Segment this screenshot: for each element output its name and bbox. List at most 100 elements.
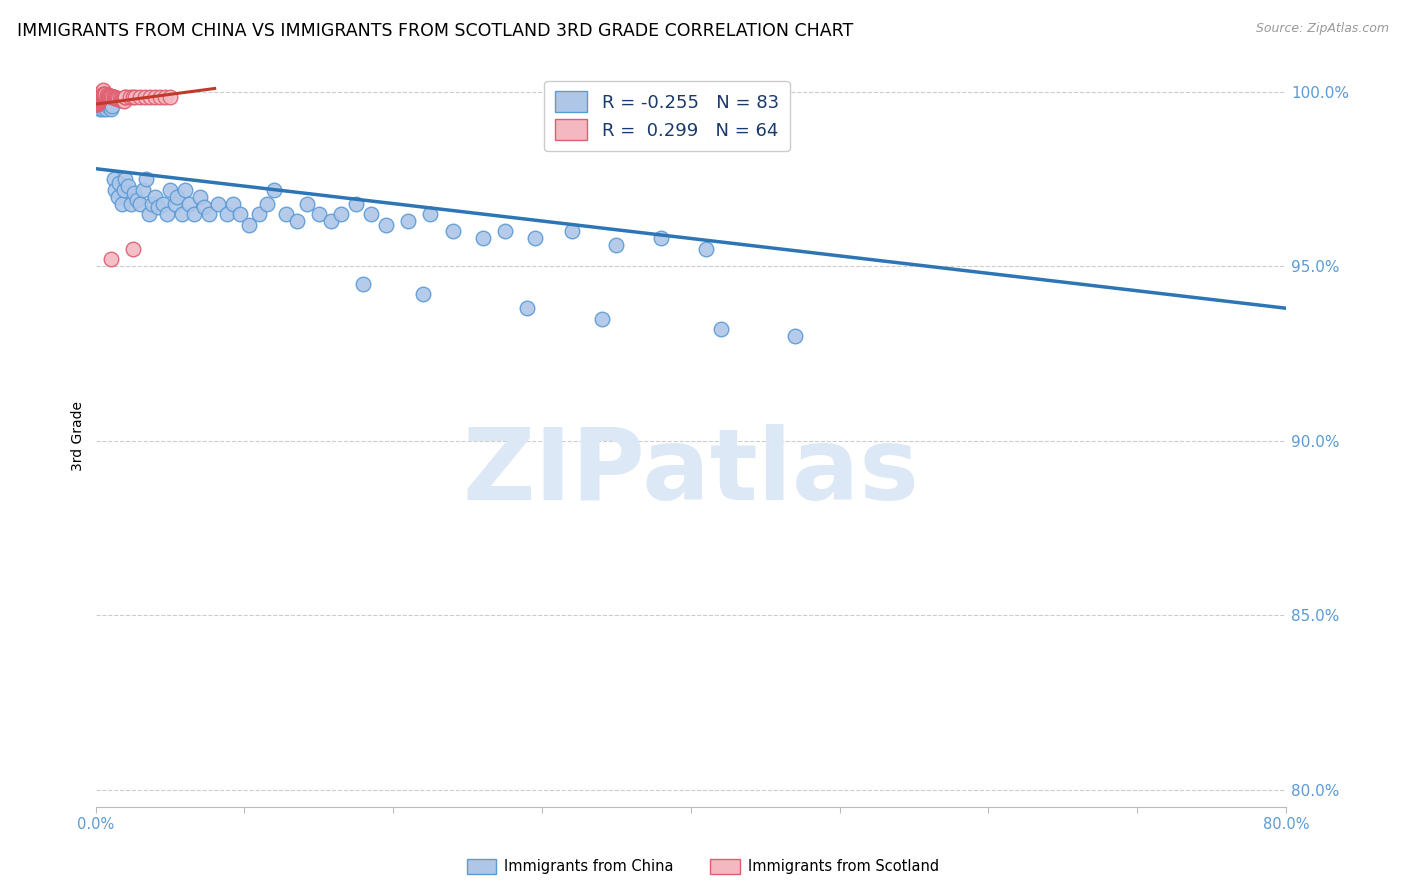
Point — [783, 329, 806, 343]
Point — [174, 183, 197, 197]
Point — [91, 86, 114, 100]
Point — [87, 95, 110, 109]
Point — [149, 90, 172, 104]
Point — [215, 207, 238, 221]
Point — [90, 89, 112, 103]
Point — [111, 196, 134, 211]
Point — [89, 88, 111, 103]
Point — [97, 88, 120, 103]
Text: Source: ZipAtlas.com: Source: ZipAtlas.com — [1256, 22, 1389, 36]
Point — [159, 183, 181, 197]
Point — [114, 172, 136, 186]
Point — [183, 207, 205, 221]
Point — [152, 196, 174, 211]
Point — [90, 87, 112, 102]
Point — [238, 218, 260, 232]
Point — [91, 103, 114, 117]
Point — [197, 207, 219, 221]
Point — [89, 90, 111, 104]
Point — [650, 231, 672, 245]
Point — [263, 183, 285, 197]
Point — [103, 90, 125, 104]
Point — [98, 88, 121, 103]
Point — [98, 89, 121, 103]
Point — [93, 87, 115, 101]
Point — [86, 96, 108, 111]
Point — [89, 89, 111, 103]
Point — [146, 200, 169, 214]
Point — [1305, 88, 1327, 103]
Point — [86, 96, 108, 111]
Point — [360, 207, 382, 221]
Point — [90, 99, 112, 113]
Point — [591, 311, 613, 326]
Point — [166, 189, 188, 203]
Point — [112, 94, 135, 108]
Point — [105, 91, 128, 105]
Point — [353, 277, 375, 291]
Point — [105, 91, 128, 105]
Point — [112, 93, 135, 107]
Point — [91, 85, 114, 99]
Point — [114, 90, 136, 104]
Point — [89, 103, 111, 117]
Point — [93, 92, 115, 106]
Point — [124, 90, 146, 104]
Point — [111, 93, 134, 107]
Point — [117, 179, 139, 194]
Point — [295, 196, 318, 211]
Point — [516, 301, 538, 316]
Point — [91, 83, 114, 97]
Point — [103, 90, 125, 104]
Point — [139, 90, 162, 104]
Point — [87, 95, 110, 109]
Point — [96, 87, 118, 102]
Point — [87, 95, 110, 110]
Point — [107, 92, 129, 106]
Point — [121, 90, 143, 104]
Point — [94, 103, 117, 117]
Point — [87, 93, 110, 107]
Point — [120, 90, 142, 104]
Point — [124, 186, 146, 200]
Point — [93, 99, 115, 113]
Point — [100, 95, 122, 110]
Point — [412, 287, 434, 301]
Point — [91, 85, 114, 99]
Point — [112, 183, 135, 197]
Point — [396, 214, 419, 228]
Point — [153, 90, 176, 104]
Legend: Immigrants from China, Immigrants from Scotland: Immigrants from China, Immigrants from S… — [461, 853, 945, 880]
Point — [523, 231, 546, 245]
Point — [330, 207, 353, 221]
Point — [86, 97, 108, 112]
Text: IMMIGRANTS FROM CHINA VS IMMIGRANTS FROM SCOTLAND 3RD GRADE CORRELATION CHART: IMMIGRANTS FROM CHINA VS IMMIGRANTS FROM… — [17, 22, 853, 40]
Point — [97, 99, 120, 113]
Point — [605, 238, 627, 252]
Point — [129, 196, 152, 211]
Point — [188, 189, 211, 203]
Point — [374, 218, 396, 232]
Point — [87, 93, 110, 107]
Point — [132, 183, 155, 197]
Point — [90, 88, 112, 103]
Point — [229, 207, 252, 221]
Point — [107, 189, 129, 203]
Point — [695, 242, 717, 256]
Point — [87, 92, 110, 106]
Point — [319, 214, 342, 228]
Point — [97, 95, 120, 110]
Point — [344, 196, 367, 211]
Point — [170, 207, 193, 221]
Point — [143, 189, 166, 203]
Point — [104, 183, 127, 197]
Point — [87, 95, 110, 110]
Point — [90, 87, 112, 101]
Point — [709, 322, 731, 336]
Point — [207, 196, 229, 211]
Point — [100, 252, 122, 267]
Point — [89, 95, 111, 110]
Point — [100, 89, 122, 103]
Point — [141, 196, 163, 211]
Point — [134, 90, 156, 104]
